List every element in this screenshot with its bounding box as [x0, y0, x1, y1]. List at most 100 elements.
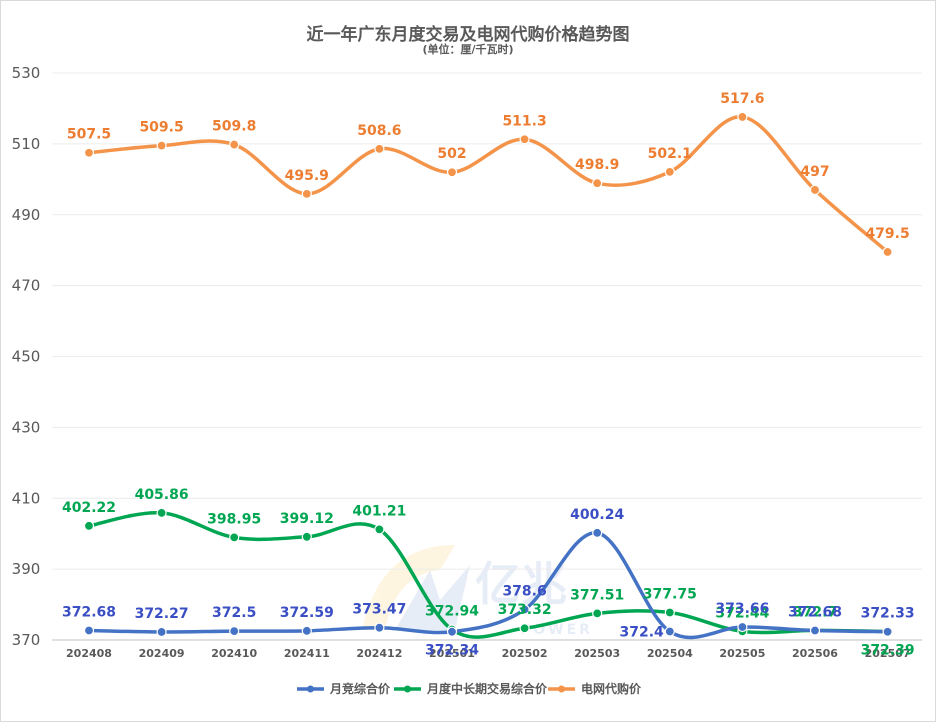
data-point: [156, 626, 167, 638]
data-label: 399.12: [280, 511, 334, 527]
data-point: [664, 166, 675, 177]
data-label: 398.95: [207, 511, 261, 527]
data-point: [809, 625, 821, 636]
legend-label: 月度中长期交易综合价: [426, 681, 548, 696]
data-point: [882, 626, 893, 637]
data-label: 507.5: [67, 127, 111, 143]
data-label: 508.6: [357, 123, 401, 139]
x-tick-label: 202503: [574, 647, 620, 660]
data-point: [519, 134, 530, 145]
legend-marker: [558, 685, 565, 693]
data-label: 498.9: [575, 157, 619, 173]
legend-label: 月竞综合价: [329, 681, 391, 696]
data-label: 372.39: [861, 643, 915, 659]
data-label: 373.66: [715, 601, 769, 617]
data-label: 372.33: [861, 606, 915, 622]
data-label: 479.5: [865, 226, 909, 242]
data-point: [229, 626, 240, 637]
data-label: 372.4: [620, 624, 665, 640]
y-tick-label: 410: [12, 489, 41, 507]
data-label: 372.68: [788, 605, 842, 621]
watermark-logo: 亿兆 POWER: [362, 545, 593, 638]
data-point: [83, 520, 95, 531]
legend-label: 电网代购价: [581, 681, 642, 696]
data-point: [374, 524, 385, 535]
data-point: [156, 507, 167, 519]
data-label: 373.47: [352, 602, 406, 618]
data-label: 372.94: [425, 604, 479, 620]
watermark-subtext: POWER: [520, 622, 593, 638]
data-label: 372.5: [212, 605, 256, 621]
data-point: [374, 622, 385, 633]
data-label: 378.6: [502, 584, 546, 600]
data-point: [446, 167, 458, 178]
x-tick-label: 202504: [647, 647, 693, 660]
data-label: 509.8: [212, 119, 256, 135]
data-label: 517.6: [720, 91, 764, 107]
data-point: [882, 246, 893, 258]
data-point: [592, 608, 603, 619]
data-label: 377.75: [643, 587, 697, 603]
y-tick-label: 470: [12, 277, 41, 295]
data-point: [374, 143, 385, 154]
data-point: [83, 147, 95, 158]
data-label: 497: [800, 164, 829, 180]
data-label: 372.7: [793, 604, 837, 620]
y-tick-label: 510: [12, 135, 41, 153]
x-tick-label: 202412: [356, 647, 402, 660]
data-label: 400.24: [570, 507, 624, 523]
data-label: 372.27: [135, 606, 189, 622]
data-point: [156, 140, 167, 151]
x-tick-label: 202501: [429, 647, 475, 660]
chart-title: 近一年广东月度交易及电网代购价格趋势图: [306, 25, 630, 45]
data-point: [519, 604, 530, 615]
data-point: [737, 621, 748, 633]
data-label: 401.21: [352, 503, 406, 519]
data-point: [519, 623, 530, 634]
data-point: [301, 625, 312, 636]
series-line-2: [87, 115, 890, 254]
y-tick-label: 450: [12, 348, 41, 366]
x-tick-label: 202502: [502, 647, 548, 660]
legend-marker: [404, 685, 411, 693]
x-tick-label: 202408: [66, 647, 112, 660]
data-label: 502.1: [648, 146, 692, 162]
data-label: 372.59: [280, 605, 334, 621]
data-point: [83, 625, 95, 636]
data-point: [592, 527, 603, 538]
chart-subtitle: (单位：厘/千瓦时): [422, 43, 514, 56]
y-tick-label: 530: [12, 64, 41, 82]
data-point: [664, 607, 675, 618]
data-point: [301, 531, 312, 542]
y-tick-label: 430: [12, 418, 41, 436]
x-tick-label: 202410: [211, 647, 257, 660]
data-point: [446, 626, 458, 637]
data-point: [229, 139, 240, 150]
data-point: [664, 626, 675, 637]
x-tick-label: 202411: [284, 647, 330, 660]
data-label: 373.32: [498, 602, 552, 618]
legend-marker: [307, 685, 314, 693]
data-point: [737, 111, 748, 123]
data-label: 405.86: [135, 487, 189, 503]
y-tick-label: 370: [12, 631, 41, 649]
data-point: [809, 184, 821, 196]
y-tick-label: 390: [12, 560, 41, 578]
data-label: 377.51: [570, 587, 624, 603]
x-tick-label: 202507: [865, 647, 911, 660]
data-point: [592, 178, 603, 189]
data-label: 509.5: [139, 120, 183, 136]
x-tick-label: 202505: [719, 647, 765, 660]
data-label: 511.3: [502, 113, 546, 129]
data-label: 402.22: [62, 500, 116, 516]
data-label: 495.9: [285, 168, 329, 184]
y-tick-label: 490: [12, 206, 41, 224]
watermark-text: 亿兆: [475, 557, 567, 611]
data-label: 372.44: [715, 605, 769, 621]
x-tick-label: 202409: [139, 647, 185, 660]
data-point: [301, 188, 312, 199]
x-tick-label: 202506: [792, 647, 838, 660]
data-label: 372.68: [62, 605, 116, 621]
